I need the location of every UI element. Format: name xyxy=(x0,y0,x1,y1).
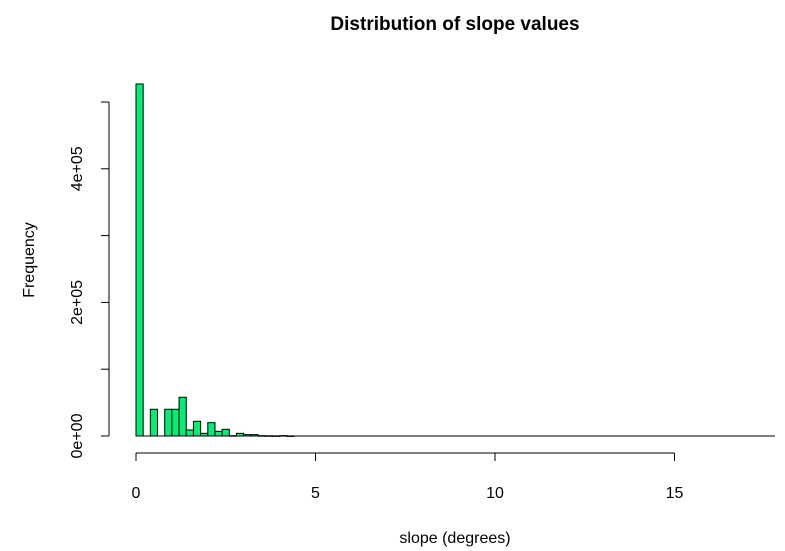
y-tick-label-2: 2e+05 xyxy=(69,280,86,325)
histogram-bar-7 xyxy=(185,429,194,437)
histogram-bar-8 xyxy=(192,420,202,437)
y-axis: 0e+00 2e+05 4e+05 xyxy=(69,101,110,458)
histogram-bar-10 xyxy=(207,422,216,437)
x-axis: 0 5 10 15 xyxy=(132,452,684,502)
histogram-bar-6 xyxy=(178,396,187,437)
histogram-bar-5 xyxy=(171,408,180,437)
x-tick-label-3: 15 xyxy=(666,485,684,502)
y-axis-label: Frequency xyxy=(21,222,38,298)
histogram-bar-11 xyxy=(214,430,223,437)
histogram-bar-12 xyxy=(221,428,230,437)
chart-title: Distribution of slope values xyxy=(330,14,579,35)
y-tick-label-4: 4e+05 xyxy=(69,146,86,191)
histogram-bar-2 xyxy=(149,408,159,437)
x-axis-label: slope (degrees) xyxy=(399,530,510,547)
x-tick-label-0: 0 xyxy=(132,485,141,502)
x-tick-label-1: 5 xyxy=(311,485,320,502)
histogram-bar-4 xyxy=(164,408,173,437)
x-tick-label-2: 10 xyxy=(486,485,504,502)
bars-group xyxy=(135,83,295,437)
y-tick-label-0: 0e+00 xyxy=(69,413,86,458)
histogram-bar-0 xyxy=(135,83,144,437)
